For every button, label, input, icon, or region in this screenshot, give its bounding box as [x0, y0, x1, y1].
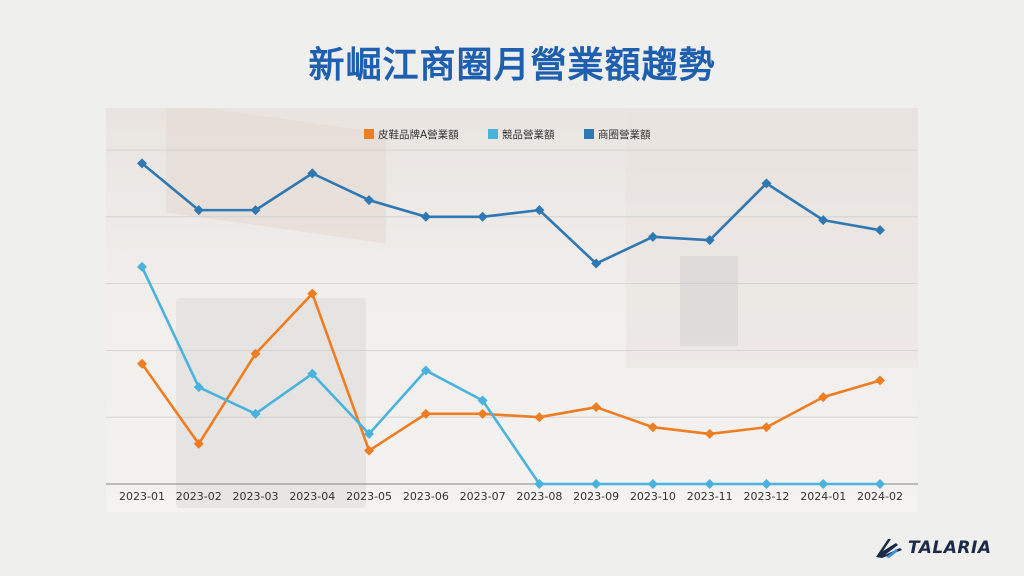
x-tick-label: 2023-11 [687, 490, 733, 503]
logo-text: TALARIA [908, 538, 992, 558]
data-point-marker [250, 205, 261, 216]
data-point-marker [364, 195, 375, 206]
data-point-marker [534, 479, 545, 489]
legend: 皮鞋品牌A營業額 競品營業額 商圈營業額 [364, 128, 651, 141]
data-point-marker [477, 211, 488, 222]
data-point-marker [250, 408, 261, 419]
background-cafe-sign [680, 256, 738, 346]
data-point-marker [534, 205, 545, 216]
data-point-marker [420, 211, 431, 222]
data-point-marker [250, 348, 261, 359]
data-point-marker [761, 178, 772, 189]
data-point-marker [704, 428, 715, 439]
data-point-marker [137, 158, 147, 169]
data-point-marker [591, 479, 602, 489]
data-point-marker [420, 365, 431, 376]
x-tick-label: 2024-02 [857, 490, 903, 503]
data-point-marker [137, 261, 147, 272]
x-tick-label: 2023-03 [233, 490, 279, 503]
data-point-marker [761, 479, 772, 489]
talaria-logo-icon [876, 539, 902, 558]
legend-swatch [488, 129, 498, 139]
series-lines [137, 158, 885, 489]
x-tick-label: 2023-06 [403, 490, 449, 503]
x-axis-tick-labels: 2023-01 2023-02 2023-03 2023-04 2023-05 2023-… [119, 490, 903, 503]
legend-label: 競品營業額 [502, 128, 555, 141]
data-point-marker [307, 288, 318, 299]
data-point-marker [704, 479, 715, 489]
data-point-marker [477, 408, 488, 419]
line-chart: 皮鞋品牌A營業額 競品營業額 商圈營業額 2023-01 2023-02 2023-03… [106, 128, 918, 503]
x-tick-label: 2023-04 [289, 490, 335, 503]
data-point-marker [818, 392, 829, 403]
data-point-marker [307, 168, 318, 179]
x-tick-label: 2023-02 [176, 490, 222, 503]
data-point-marker [647, 479, 658, 489]
x-tick-label: 2023-10 [630, 490, 676, 503]
data-point-marker [420, 408, 431, 419]
data-point-marker [647, 231, 658, 242]
data-point-marker [761, 422, 772, 433]
data-point-marker [193, 438, 204, 449]
legend-swatch [364, 129, 374, 139]
data-point-marker [137, 358, 147, 369]
data-point-marker [591, 258, 602, 269]
legend-swatch [584, 129, 594, 139]
x-tick-label: 2023-07 [460, 490, 506, 503]
data-point-marker [193, 205, 204, 216]
legend-label: 皮鞋品牌A營業額 [378, 128, 459, 141]
data-point-marker [534, 412, 545, 423]
x-tick-label: 2023-09 [573, 490, 619, 503]
x-tick-label: 2024-01 [800, 490, 846, 503]
data-point-marker [307, 368, 318, 379]
page-title: 新崛江商圈月營業額趨勢 [308, 45, 716, 86]
data-point-marker [704, 235, 715, 246]
series-line [140, 292, 881, 452]
data-point-marker [364, 428, 375, 439]
x-tick-label: 2023-12 [743, 490, 789, 503]
data-point-marker [647, 422, 658, 433]
x-tick-label: 2023-08 [516, 490, 562, 503]
chart-panel: 皮鞋品牌A營業額 競品營業額 商圈營業額 2023-01 2023-02 2023-03… [106, 108, 918, 512]
data-point-marker [875, 375, 885, 386]
series-line [141, 162, 881, 265]
talaria-logo: TALARIA [874, 536, 992, 560]
legend-label: 商圈營業額 [598, 128, 651, 141]
grid-lines [106, 149, 918, 485]
data-point-marker [875, 479, 885, 489]
data-point-marker [818, 215, 829, 226]
data-point-marker [477, 395, 488, 406]
data-point-marker [193, 382, 204, 393]
data-point-marker [591, 402, 602, 413]
data-point-marker [875, 225, 885, 236]
data-point-marker [364, 445, 375, 456]
x-tick-label: 2023-01 [119, 490, 165, 503]
series-line [140, 266, 880, 486]
x-tick-label: 2023-05 [346, 490, 392, 503]
data-point-marker [818, 479, 829, 489]
